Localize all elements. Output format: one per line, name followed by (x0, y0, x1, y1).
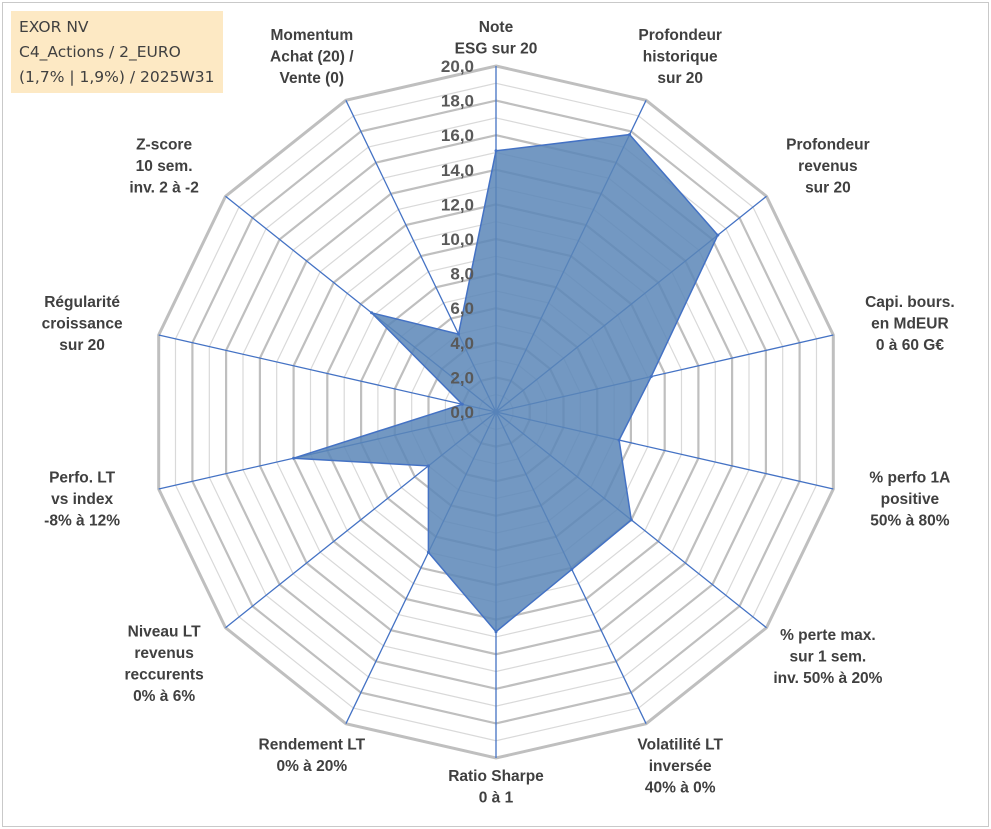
axis-label-line: sur 20 (805, 179, 851, 196)
data-point (460, 402, 464, 406)
axis-label-line: 0% à 20% (276, 758, 347, 775)
data-point (370, 311, 374, 315)
axis-label-line: Profondeur (786, 136, 870, 153)
tick-label: 2,0 (450, 368, 474, 387)
axis-label-group: Z-score 10 sem. inv. 2 à -2 (129, 136, 199, 196)
axis-label-group: Capi. bours. en MdEUR 0 à 60 G€ (865, 294, 955, 354)
data-point (426, 464, 430, 468)
radar-tick-labels: 0,0 2,0 4,0 6,0 8,0 10,0 12,0 14,0 16,0 18,0 20,0 (441, 57, 474, 422)
axis-label-group: Régularité croissance sur 20 (42, 294, 123, 354)
axis-label-line: reccurents (124, 667, 203, 684)
axis-line (158, 334, 497, 413)
data-point (494, 630, 498, 634)
tick-label: 14,0 (441, 161, 474, 180)
axis-label-line: ESG sur 20 (455, 41, 538, 58)
axis-label-line: en MdEUR (871, 316, 949, 333)
axis-label-line: Profondeur (638, 27, 722, 44)
axis-label-group: Profondeur revenus sur 20 (786, 136, 870, 196)
axis-label-group: Note ESG sur 20 (455, 19, 538, 58)
data-point (649, 375, 653, 379)
tick-label: 20,0 (441, 57, 474, 76)
axis-label-line: inv. 2 à -2 (129, 179, 199, 196)
data-point (494, 149, 498, 153)
axis-label-line: Z-score (136, 136, 192, 153)
axis-label-line: Rendement LT (259, 736, 366, 753)
axis-label-group: Momentum Achat (20) / Vente (0) (270, 27, 354, 87)
axis-label-group: Volatilité LT inversée 40% à 0% (637, 736, 723, 796)
tick-label: 0,0 (450, 403, 474, 422)
axis-label-line: 0% à 6% (133, 688, 195, 705)
axis-label-line: croissance (42, 316, 123, 333)
axis-label-line: sur 20 (59, 337, 105, 354)
axis-label-group: Profondeur historique sur 20 (638, 27, 722, 87)
axis-label-line: Achat (20) / (270, 49, 354, 66)
axis-label-line: Régularité (44, 294, 120, 311)
tick-label: 6,0 (450, 299, 474, 318)
data-point (570, 567, 574, 571)
axis-label-line: 0 à 1 (479, 790, 514, 807)
data-point (457, 332, 460, 336)
title-line-category: C4_Actions / 2_EURO (19, 43, 181, 61)
axis-label-group: Ratio Sharpe 0 à 1 (448, 768, 544, 807)
axis-label-line: 10 sem. (136, 158, 193, 175)
axis-label-line: Niveau LT (128, 624, 201, 641)
data-point (426, 550, 430, 554)
axis-label-line: sur 1 sem. (790, 649, 867, 666)
axis-label-line: inv. 50% à 20% (773, 670, 882, 687)
axis-label-line: vs index (51, 491, 113, 508)
data-point (716, 233, 720, 237)
axis-label-line: positive (881, 491, 940, 508)
axis-label-line: 50% à 80% (870, 512, 949, 529)
tick-label: 4,0 (450, 334, 474, 353)
axis-label-line: historique (643, 49, 718, 66)
axis-label-group: Perfo. LT vs index -8% à 12% (44, 469, 120, 529)
data-point (628, 133, 632, 137)
tick-label: 12,0 (441, 195, 474, 214)
axis-label-line: Vente (0) (279, 70, 344, 87)
axis-label-group: % perte max. sur 1 sem. inv. 50% à 20% (773, 627, 882, 687)
tick-label: 18,0 (441, 92, 474, 111)
radar-series (292, 133, 720, 634)
axis-label-line: Note (479, 19, 514, 36)
data-point (292, 456, 296, 460)
axis-label-line: 40% à 0% (645, 779, 716, 796)
title-line-stats: (1,7% | 1,9%) / 2025W31 (19, 68, 215, 86)
axis-label-line: inversée (649, 758, 712, 775)
axis-label-line: revenus (798, 158, 857, 175)
axis-label-line: Perfo. LT (49, 469, 116, 486)
axis-label-line: sur 20 (657, 70, 703, 87)
axis-label-line: 0 à 60 G€ (876, 337, 944, 354)
axis-label-line: -8% à 12% (44, 512, 120, 529)
radar-axis-labels: Note ESG sur 20 Profondeur historique sur 20… (42, 19, 955, 807)
data-point (629, 518, 633, 522)
tick-label: 16,0 (441, 126, 474, 145)
axis-label-line: Volatilité LT (637, 736, 723, 753)
chart-title-box: EXOR NV C4_Actions / 2_EURO (1,7% | 1,9%… (11, 11, 223, 93)
axis-label-line: % perte max. (780, 627, 876, 644)
series-area (293, 133, 719, 633)
axis-label-line: Momentum (270, 27, 353, 44)
axis-label-group: % perfo 1A positive 50% à 80% (869, 469, 950, 529)
tick-label: 10,0 (441, 230, 474, 249)
data-point (617, 438, 621, 442)
axis-label-line: revenus (134, 645, 193, 662)
title-line-company: EXOR NV (19, 18, 89, 36)
axis-label-line: Ratio Sharpe (448, 768, 544, 785)
axis-label-line: % perfo 1A (869, 469, 950, 486)
axis-label-group: Niveau LT revenus reccurents 0% à 6% (124, 624, 203, 706)
axis-label-group: Rendement LT 0% à 20% (259, 736, 366, 775)
tick-label: 8,0 (450, 265, 474, 284)
axis-label-line: Capi. bours. (865, 294, 955, 311)
